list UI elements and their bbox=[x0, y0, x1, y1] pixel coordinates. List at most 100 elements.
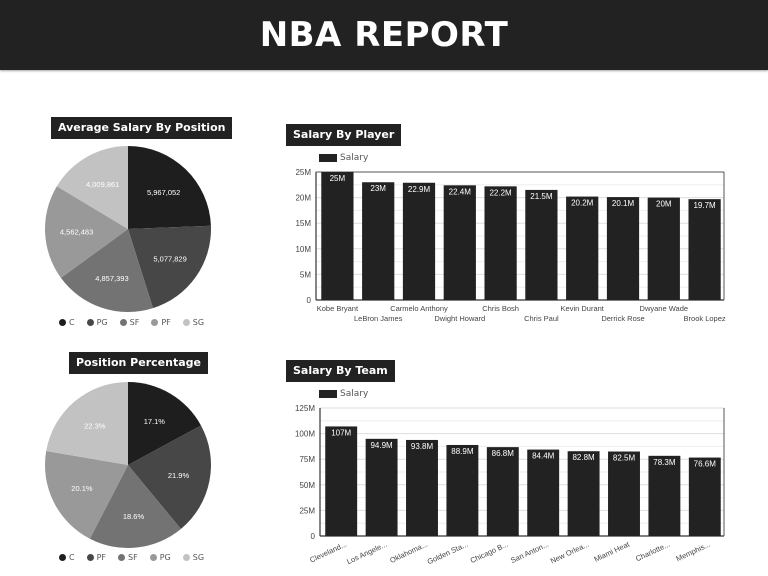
legend-label: C bbox=[69, 318, 75, 327]
bar-value-label: 94.9M bbox=[370, 441, 393, 450]
legend-label: C bbox=[69, 553, 75, 562]
pie-slice-sf bbox=[89, 465, 181, 548]
legend-item-c: C bbox=[59, 318, 75, 327]
salary-by-team-legend: Salary bbox=[319, 389, 368, 399]
bar[interactable] bbox=[688, 457, 721, 536]
pie-slice-label: 5,077,829 bbox=[153, 255, 186, 264]
bar[interactable] bbox=[606, 197, 640, 300]
bar[interactable] bbox=[443, 185, 476, 300]
legend-item-pg: PG bbox=[86, 318, 108, 327]
legend-label: PG bbox=[96, 318, 108, 327]
pie-slice-label: 4,009,861 bbox=[86, 180, 119, 189]
y-axis-tick-label: 25M bbox=[295, 168, 311, 177]
legend-dot-icon bbox=[182, 319, 190, 326]
legend-dot-icon bbox=[86, 319, 94, 326]
bar[interactable] bbox=[321, 172, 354, 300]
y-axis-tick-label: 25M bbox=[299, 506, 315, 515]
x-axis-category-label: Dwyane Wade bbox=[640, 304, 689, 313]
pie-slice-label: 4,857,393 bbox=[95, 274, 128, 283]
bar-value-label: 19.7M bbox=[693, 201, 716, 210]
bar[interactable] bbox=[688, 199, 721, 300]
legend-label: Salary bbox=[340, 389, 369, 399]
x-axis-category-label: Dwight Howard bbox=[434, 314, 485, 323]
salary-by-player-title: Salary By Player bbox=[286, 124, 402, 146]
legend-item-sf: SF bbox=[118, 553, 138, 562]
x-axis-category-label: Chris Paul bbox=[524, 314, 559, 323]
y-axis-tick-label: 10M bbox=[295, 245, 311, 254]
legend-swatch bbox=[319, 390, 337, 398]
legend-swatch bbox=[319, 154, 337, 162]
bar-value-label: 20.1M bbox=[612, 199, 635, 208]
bar-value-label: 93.8M bbox=[411, 442, 434, 451]
y-axis-tick-label: 5M bbox=[300, 270, 311, 279]
bar[interactable] bbox=[402, 182, 436, 300]
legend-dot-icon bbox=[182, 554, 190, 561]
bar[interactable] bbox=[527, 449, 560, 536]
avg-salary-pie-legend: C PG SF PF SG bbox=[59, 318, 204, 327]
legend-item-sg: SG bbox=[182, 553, 204, 562]
position-percentage-pie-legend: C PF SF PG SG bbox=[59, 553, 204, 562]
x-axis-category-label: Memphis... bbox=[675, 540, 712, 564]
x-axis-category-label: LeBron James bbox=[354, 314, 403, 323]
x-axis-category-label: Brook Lopez bbox=[684, 314, 726, 323]
pie-slice-label: 22.3% bbox=[84, 422, 106, 431]
avg-salary-pie-chart: 5,967,052 5,077,829 4,857,393 4,562,483 4,00… bbox=[45, 146, 211, 312]
salary-by-team-bar-chart: 0 25M 50M 75M 100M 125M 107M Cleveland... 94.9M L… bbox=[295, 404, 725, 566]
pie-slice-pg bbox=[128, 225, 211, 309]
bar-value-label: 84.4M bbox=[532, 452, 555, 461]
bar-value-label: 22.9M bbox=[408, 185, 431, 194]
pie-slice-label: 5,967,052 bbox=[147, 188, 180, 197]
x-axis-category-label: Chris Bosh bbox=[482, 304, 519, 313]
legend-item-c: C bbox=[59, 553, 75, 562]
bar-value-label: 25M bbox=[330, 174, 346, 183]
pie-slice-c bbox=[128, 382, 201, 465]
salary-by-player-bar-chart: 0 5M 10M 15M 20M 25M 25M Kobe Bryant 23M LeBron J… bbox=[295, 168, 726, 323]
y-axis-tick-label: 0 bbox=[311, 532, 316, 541]
bar[interactable] bbox=[325, 426, 358, 536]
bar-value-label: 78.3M bbox=[653, 458, 676, 467]
bar[interactable] bbox=[362, 182, 395, 300]
bar-value-label: 88.9M bbox=[451, 447, 474, 456]
x-axis-category-label: Los Angele... bbox=[345, 540, 388, 566]
bar[interactable] bbox=[566, 196, 599, 300]
bar[interactable] bbox=[484, 186, 517, 300]
x-axis-category-label: Chicago B... bbox=[469, 540, 510, 565]
report-header: NBA REPORT bbox=[0, 0, 768, 70]
legend-item-pg: PG bbox=[149, 553, 171, 562]
bar[interactable] bbox=[647, 197, 680, 300]
bar[interactable] bbox=[608, 451, 640, 536]
bar[interactable] bbox=[406, 439, 438, 536]
legend-dot-icon bbox=[149, 554, 157, 561]
x-axis-category-label: Derrick Rose bbox=[601, 314, 644, 323]
bar-value-label: 20M bbox=[656, 200, 672, 209]
legend-item-sg: SG bbox=[182, 318, 204, 327]
bar-value-label: 20.2M bbox=[571, 199, 594, 208]
bar[interactable] bbox=[446, 444, 479, 536]
legend-label: Salary bbox=[340, 153, 369, 163]
bar[interactable] bbox=[648, 455, 681, 536]
report-title: NBA REPORT bbox=[259, 15, 509, 55]
bar-value-label: 86.8M bbox=[492, 449, 515, 458]
bar[interactable] bbox=[365, 438, 398, 536]
pie-slice-label: 18.6% bbox=[123, 512, 145, 521]
legend-item-sf: SF bbox=[119, 318, 140, 327]
legend-label: PF bbox=[161, 318, 171, 327]
y-axis-tick-label: 50M bbox=[299, 481, 315, 490]
y-axis-tick-label: 20M bbox=[295, 194, 311, 203]
bar[interactable] bbox=[525, 189, 558, 300]
legend-dot-icon bbox=[59, 319, 66, 326]
x-axis-category-label: Oklahoma... bbox=[388, 540, 428, 565]
pie-slice-sg bbox=[46, 382, 128, 465]
x-axis-category-label: San Anton... bbox=[509, 540, 550, 565]
legend-dot-icon bbox=[118, 554, 126, 561]
position-percentage-pie-chart: 17.1% 21.9% 18.6% 20.1% 22.3% bbox=[44, 382, 212, 548]
bar[interactable] bbox=[567, 451, 600, 536]
y-axis-tick-label: 75M bbox=[299, 455, 315, 464]
bar-value-label: 82.5M bbox=[613, 454, 636, 463]
salary-by-team-title: Salary By Team bbox=[286, 360, 395, 382]
bar[interactable] bbox=[486, 447, 519, 536]
legend-label: SF bbox=[129, 318, 140, 327]
legend-dot-icon bbox=[86, 554, 94, 561]
pie-slice-sg bbox=[56, 146, 128, 229]
legend-dot-icon bbox=[151, 319, 159, 326]
